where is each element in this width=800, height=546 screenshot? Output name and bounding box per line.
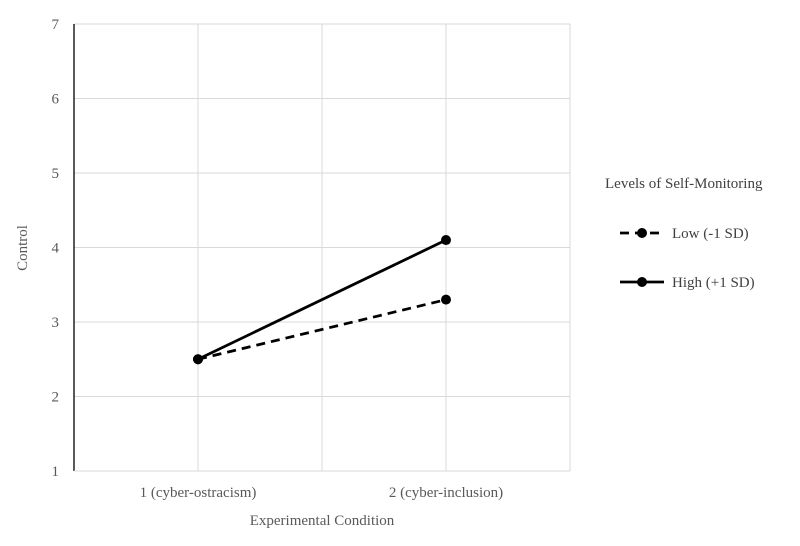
- legend-items: Low (-1 SD) High (+1 SD): [620, 226, 755, 291]
- data-point: [193, 354, 203, 365]
- axis-layer: [73, 24, 570, 472]
- y-tick-label: 3: [52, 315, 60, 331]
- x-axis-title: Experimental Condition: [250, 513, 395, 529]
- series-layer: [193, 235, 451, 365]
- tick-label-layer: 1 2 3 4 5 6 7 1 (cyber-ostracism) 2 (cyber-inclu…: [52, 17, 504, 501]
- series-line: [197, 298, 447, 361]
- legend-marker: [637, 228, 647, 238]
- y-axis-title: Control: [15, 225, 31, 271]
- data-point: [441, 235, 451, 246]
- series-line: [197, 238, 447, 361]
- legend-title: Levels of Self-Monitoring: [605, 176, 763, 192]
- grid-layer: [74, 23, 571, 471]
- y-tick-label: 6: [52, 92, 60, 108]
- legend-marker: [637, 277, 647, 287]
- y-tick-label: 5: [52, 166, 60, 182]
- y-tick-label: 1: [52, 464, 60, 480]
- legend-label: High (+1 SD): [672, 275, 755, 291]
- legend: Levels of Self-Monitoring Low (-1 SD) Hig…: [605, 176, 763, 291]
- x-tick-label: 2 (cyber-inclusion): [389, 485, 503, 501]
- x-tick-label: 1 (cyber-ostracism): [140, 485, 257, 501]
- legend-label: Low (-1 SD): [672, 226, 749, 242]
- y-tick-label: 4: [52, 241, 60, 257]
- y-tick-label: 2: [52, 390, 60, 406]
- data-point: [441, 294, 451, 305]
- y-tick-label: 7: [52, 17, 60, 33]
